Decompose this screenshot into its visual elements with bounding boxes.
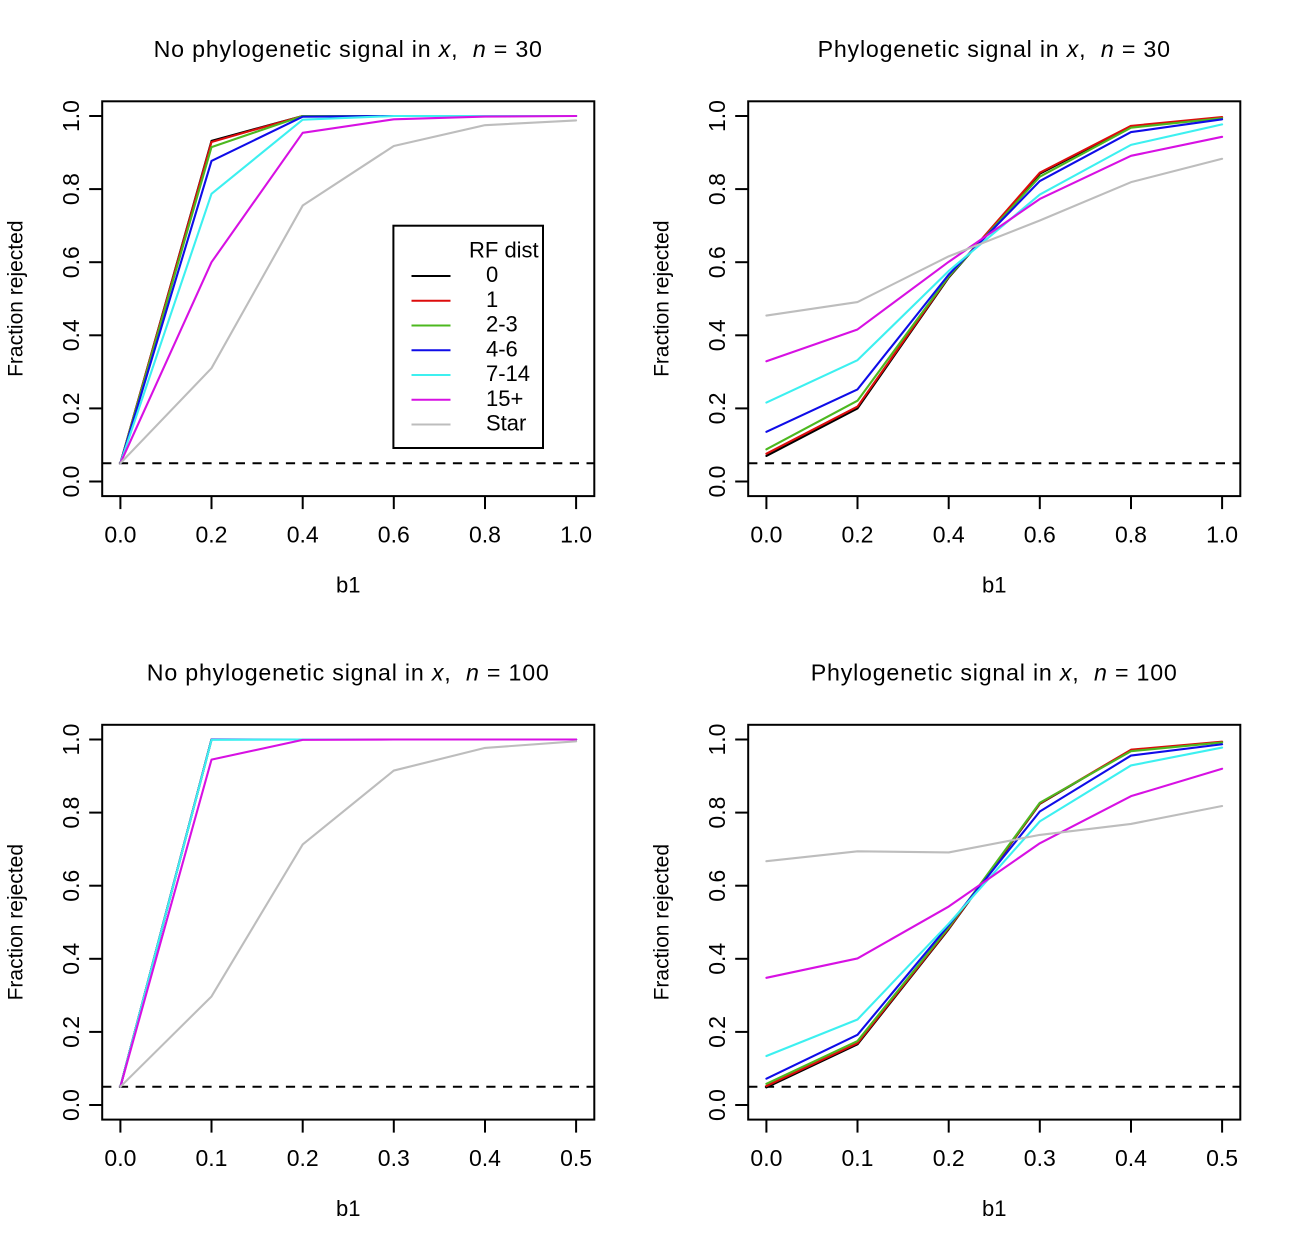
svg-text:b1: b1 xyxy=(336,1196,360,1221)
svg-text:0.4: 0.4 xyxy=(1115,1145,1147,1171)
svg-text:0.0: 0.0 xyxy=(704,1089,730,1121)
svg-text:0.2: 0.2 xyxy=(196,521,228,547)
svg-text:0.8: 0.8 xyxy=(58,173,84,205)
svg-text:1.0: 1.0 xyxy=(58,724,84,756)
svg-text:1.0: 1.0 xyxy=(1206,521,1238,547)
svg-text:0.0: 0.0 xyxy=(104,521,136,547)
svg-text:Phylogenetic signal in x, n =: Phylogenetic signal in x, n = 30 xyxy=(818,36,1171,62)
svg-text:0.8: 0.8 xyxy=(469,521,501,547)
svg-text:0.0: 0.0 xyxy=(58,466,84,498)
svg-text:0.5: 0.5 xyxy=(1206,1145,1238,1171)
svg-text:7-14: 7-14 xyxy=(486,361,530,386)
svg-text:1.0: 1.0 xyxy=(704,100,730,132)
svg-text:0.3: 0.3 xyxy=(378,1145,410,1171)
svg-text:Star: Star xyxy=(486,411,526,436)
svg-text:No phylogenetic signal in x,: No phylogenetic signal in x, n = 30 xyxy=(154,36,543,62)
svg-text:0.2: 0.2 xyxy=(58,392,84,424)
svg-text:1.0: 1.0 xyxy=(704,724,730,756)
svg-text:0.1: 0.1 xyxy=(842,1145,874,1171)
svg-text:RF dist: RF dist xyxy=(469,238,539,263)
svg-text:0.2: 0.2 xyxy=(842,521,874,547)
svg-text:15+: 15+ xyxy=(486,386,523,411)
svg-text:4-6: 4-6 xyxy=(486,336,518,361)
svg-text:0.6: 0.6 xyxy=(704,246,730,278)
svg-text:Phylogenetic signal in x, n =: Phylogenetic signal in x, n = 100 xyxy=(811,660,1178,686)
svg-text:0.0: 0.0 xyxy=(704,466,730,498)
svg-text:b1: b1 xyxy=(336,572,360,597)
svg-text:b1: b1 xyxy=(982,1196,1006,1221)
svg-text:1.0: 1.0 xyxy=(560,521,592,547)
svg-text:0.8: 0.8 xyxy=(58,797,84,829)
svg-text:0.4: 0.4 xyxy=(704,943,730,975)
svg-text:0.0: 0.0 xyxy=(58,1089,84,1121)
svg-text:0.3: 0.3 xyxy=(1024,1145,1056,1171)
svg-text:0.0: 0.0 xyxy=(750,1145,782,1171)
svg-text:0.6: 0.6 xyxy=(704,870,730,902)
svg-text:0.4: 0.4 xyxy=(933,521,965,547)
svg-text:No phylogenetic signal in x,: No phylogenetic signal in x, n = 100 xyxy=(147,660,550,686)
svg-text:Fraction rejected: Fraction rejected xyxy=(651,844,674,1000)
svg-text:0.8: 0.8 xyxy=(1115,521,1147,547)
svg-text:0.4: 0.4 xyxy=(58,943,84,975)
svg-text:0.6: 0.6 xyxy=(58,870,84,902)
svg-text:0.6: 0.6 xyxy=(58,246,84,278)
svg-text:0.4: 0.4 xyxy=(58,319,84,351)
svg-text:0.5: 0.5 xyxy=(560,1145,592,1171)
svg-text:Fraction rejected: Fraction rejected xyxy=(5,844,28,1000)
svg-text:0.0: 0.0 xyxy=(750,521,782,547)
svg-text:2-3: 2-3 xyxy=(486,312,518,337)
svg-text:0.2: 0.2 xyxy=(704,392,730,424)
svg-text:0.1: 0.1 xyxy=(196,1145,228,1171)
svg-text:0.8: 0.8 xyxy=(704,797,730,829)
svg-text:0.0: 0.0 xyxy=(104,1145,136,1171)
svg-text:0.6: 0.6 xyxy=(1024,521,1056,547)
svg-text:0.8: 0.8 xyxy=(704,173,730,205)
svg-text:0.4: 0.4 xyxy=(469,1145,501,1171)
svg-text:1.0: 1.0 xyxy=(58,100,84,132)
svg-text:0.2: 0.2 xyxy=(933,1145,965,1171)
svg-text:0.4: 0.4 xyxy=(287,521,319,547)
svg-text:0.6: 0.6 xyxy=(378,521,410,547)
svg-text:0: 0 xyxy=(486,262,498,287)
svg-text:Fraction rejected: Fraction rejected xyxy=(5,220,28,376)
svg-text:Fraction rejected: Fraction rejected xyxy=(651,220,674,376)
svg-text:0.2: 0.2 xyxy=(58,1016,84,1048)
svg-text:0.4: 0.4 xyxy=(704,319,730,351)
svg-text:b1: b1 xyxy=(982,572,1006,597)
svg-text:0.2: 0.2 xyxy=(704,1016,730,1048)
svg-text:0.2: 0.2 xyxy=(287,1145,319,1171)
svg-text:1: 1 xyxy=(486,287,498,312)
